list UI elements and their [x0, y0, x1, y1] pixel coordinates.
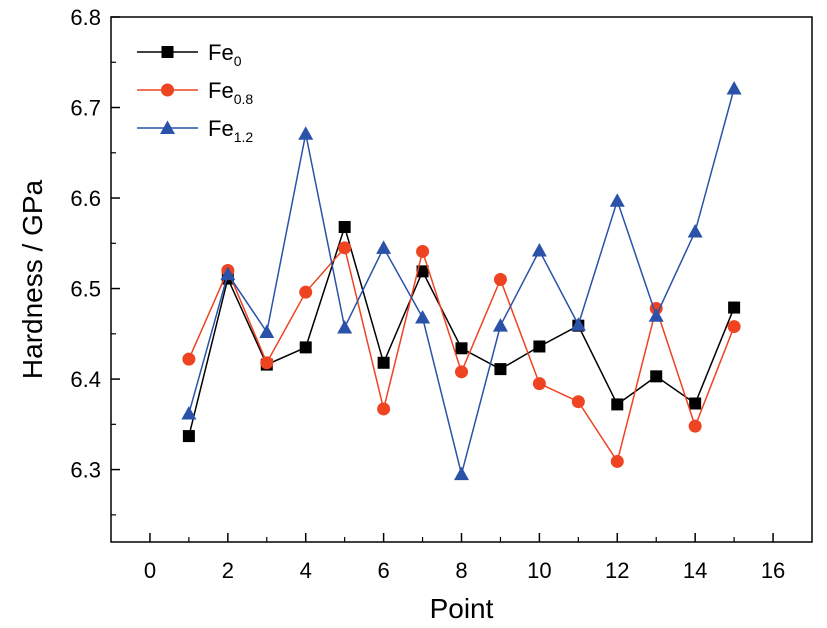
x-tick-label: 14 — [683, 558, 707, 583]
data-point — [493, 273, 507, 286]
series-layer — [181, 81, 742, 481]
data-point — [532, 377, 546, 391]
data-point — [455, 365, 468, 379]
legend-marker — [161, 83, 174, 97]
y-tick-label: 6.5 — [70, 277, 101, 302]
data-point — [726, 81, 742, 95]
series-line — [188, 88, 735, 475]
legend-label: Fe0 — [208, 40, 242, 69]
data-point — [182, 352, 196, 366]
data-point — [648, 308, 664, 322]
data-point — [609, 193, 625, 207]
y-tick-label: 6.6 — [70, 186, 101, 211]
y-tick-label: 6.3 — [70, 458, 101, 483]
data-point — [181, 405, 197, 420]
legend: Fe0 Fe0.8 Fe1.2 — [137, 40, 253, 145]
data-point — [376, 240, 392, 254]
data-point — [338, 221, 351, 233]
series-line — [188, 246, 735, 464]
data-point — [299, 341, 312, 354]
y-tick-label: 6.8 — [70, 5, 101, 30]
data-point — [494, 363, 507, 376]
data-point — [377, 402, 391, 416]
data-point — [259, 324, 275, 338]
data-point — [182, 430, 195, 443]
axes: 0 2 4 6 8 10 12 14 16 6.3 6.4 6.5 6.6 6.7 6.8 — [70, 5, 813, 583]
series-fe-0 — [182, 221, 741, 443]
data-point — [650, 370, 663, 383]
data-point — [260, 356, 274, 370]
data-point — [728, 301, 741, 314]
data-point — [416, 244, 430, 258]
data-point — [611, 398, 624, 411]
data-point — [571, 395, 585, 409]
data-point — [687, 224, 703, 238]
data-point — [338, 241, 352, 255]
legend-marker — [160, 120, 175, 134]
data-point — [455, 342, 468, 355]
data-point — [416, 265, 429, 278]
x-tick-label: 16 — [761, 558, 785, 583]
data-point — [492, 318, 508, 332]
data-point — [454, 466, 469, 481]
data-point — [298, 126, 314, 140]
y-axis-title: Hardness / GPa — [17, 179, 48, 379]
data-point — [337, 319, 353, 334]
data-point — [299, 285, 313, 299]
series-fe-1-2 — [181, 81, 742, 481]
legend-label: Fe0.8 — [208, 78, 253, 107]
x-tick-label: 8 — [455, 558, 467, 583]
legend-item: Fe0.8 — [137, 78, 253, 107]
x-tick-label: 12 — [605, 558, 629, 583]
legend-marker — [161, 46, 174, 58]
x-tick-label: 2 — [222, 558, 234, 583]
data-point — [415, 310, 431, 324]
data-point — [570, 317, 586, 331]
data-point — [531, 243, 547, 257]
data-point — [727, 320, 741, 334]
data-point — [610, 454, 624, 468]
legend-item: Fe0 — [137, 40, 242, 69]
data-point — [220, 266, 236, 281]
y-tick-label: 6.4 — [70, 367, 101, 392]
data-point — [689, 397, 702, 410]
data-point — [533, 340, 546, 353]
x-axis-title: Point — [430, 593, 494, 624]
legend-item: Fe1.2 — [137, 116, 253, 145]
x-tick-label: 10 — [527, 558, 551, 583]
data-point — [688, 419, 702, 433]
x-tick-label: 6 — [377, 558, 389, 583]
legend-label: Fe1.2 — [208, 116, 253, 145]
x-tick-label: 4 — [300, 558, 312, 583]
series-fe-0-8 — [182, 241, 741, 468]
x-tick-label: 0 — [144, 558, 156, 583]
y-tick-label: 6.7 — [70, 96, 101, 121]
data-point — [377, 356, 390, 369]
